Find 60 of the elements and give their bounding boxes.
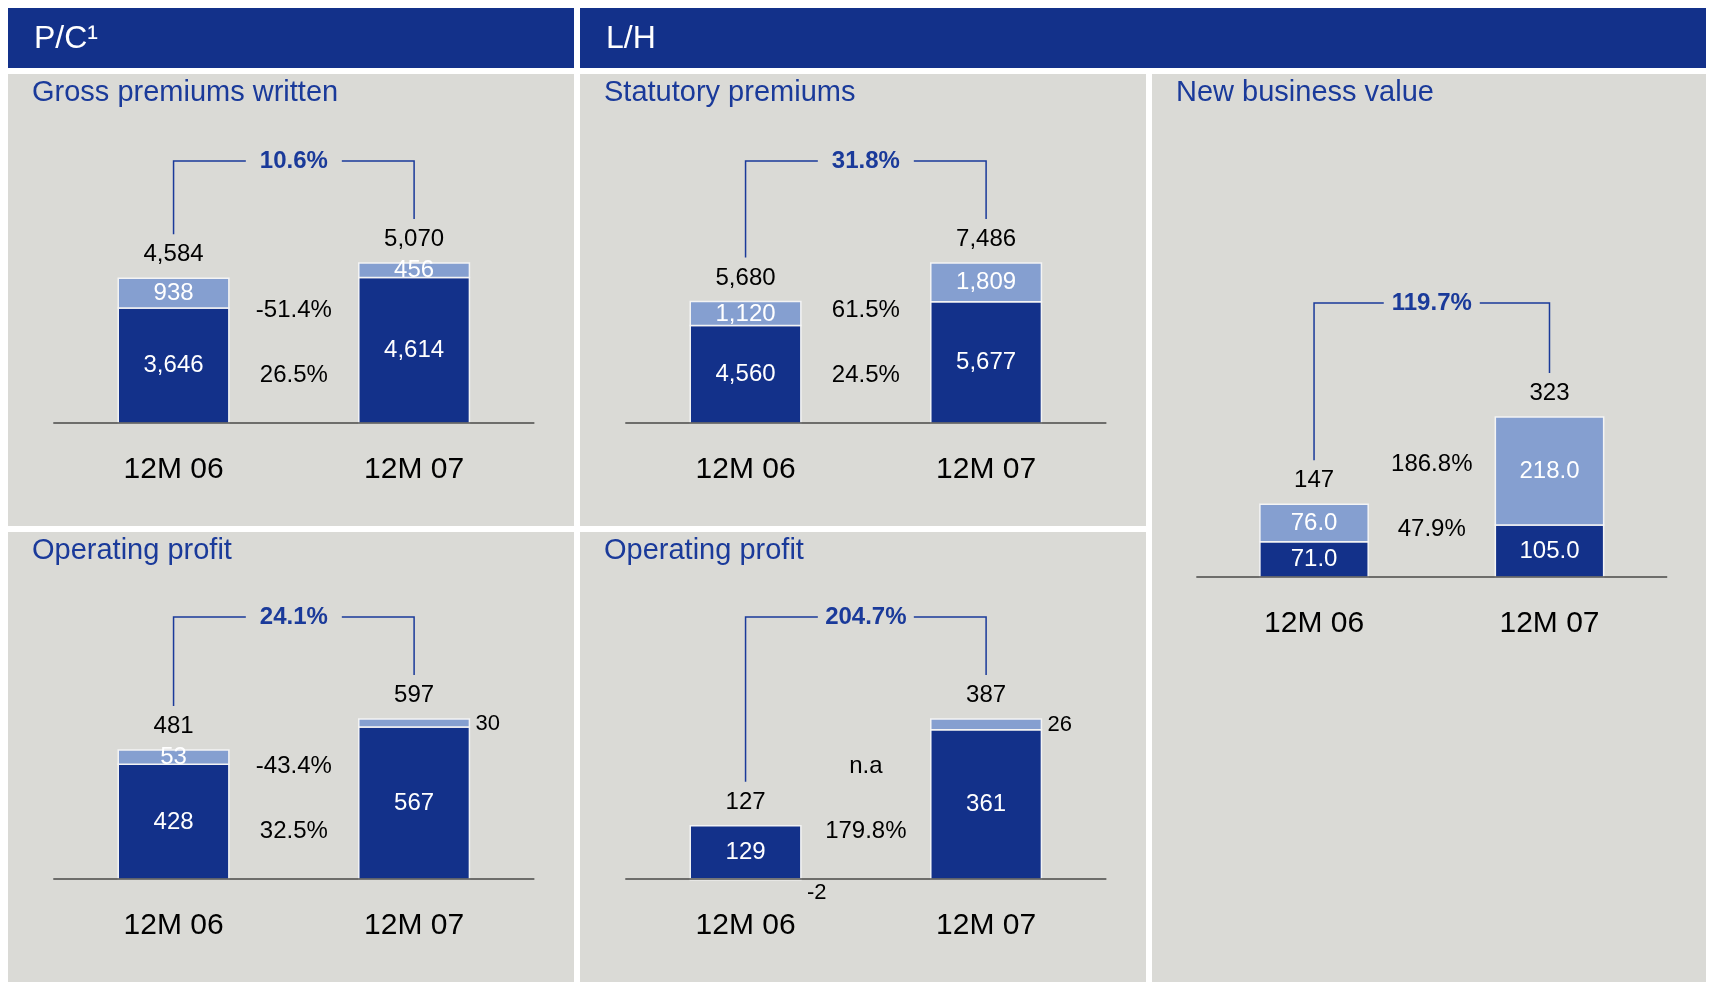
data-label: 567 <box>394 788 435 816</box>
x-tick-label: 12M 06 <box>1264 605 1365 638</box>
text: L/H <box>606 19 656 55</box>
total-label: 147 <box>1294 465 1335 493</box>
x-tick-label: 12M 07 <box>936 907 1037 940</box>
total-label: 387 <box>966 680 1007 707</box>
data-label: 218.0 <box>1519 455 1580 483</box>
chart-title: Statutory premiums <box>604 75 856 107</box>
data-label: 4,560 <box>715 359 776 387</box>
total-label: 481 <box>153 711 194 739</box>
data-label: 1,120 <box>715 298 776 326</box>
data-label: 71.0 <box>1290 544 1338 572</box>
x-tick-label: 12M 06 <box>123 451 224 484</box>
data-label: 76.0 <box>1290 508 1338 536</box>
x-tick-label: 12M 06 <box>695 451 796 484</box>
data-label: 129 <box>725 837 766 865</box>
data-label: 361 <box>966 789 1007 817</box>
annotation: 179.8% <box>825 816 907 843</box>
total-label: 127 <box>725 786 766 814</box>
data-label: 105.0 <box>1519 535 1580 563</box>
annotation: 61.5% <box>831 295 900 322</box>
text: 119.7% <box>1391 288 1472 315</box>
data-label: 1,809 <box>956 267 1017 295</box>
annotation: 26.5% <box>259 360 328 387</box>
text: 204.7% <box>825 602 907 629</box>
annotation: -43.4% <box>255 751 332 778</box>
text: 24.1% <box>259 602 328 629</box>
annotation: 186.8% <box>1391 449 1473 476</box>
annotation: n.a <box>849 751 884 778</box>
text: 10.6% <box>259 146 328 173</box>
x-tick-label: 12M 06 <box>123 907 224 940</box>
annotation: 32.5% <box>259 816 328 843</box>
data-label: 30 <box>475 710 500 736</box>
data-label: 428 <box>153 806 194 834</box>
x-tick-label: 12M 07 <box>364 451 465 484</box>
chart-title: Operating profit <box>32 533 232 565</box>
data-label: 4,614 <box>384 335 445 363</box>
total-label: 5,680 <box>715 262 776 290</box>
annotation: 24.5% <box>831 360 900 387</box>
chart-title: Operating profit <box>604 533 804 565</box>
x-tick-label: 12M 07 <box>936 451 1037 484</box>
annotation: -51.4% <box>255 295 332 322</box>
text: P/C¹ <box>34 19 98 55</box>
total-label: 5,070 <box>384 224 445 251</box>
data-label: 26 <box>1047 711 1072 737</box>
data-label: 938 <box>153 278 194 306</box>
total-label: 4,584 <box>143 239 204 267</box>
data-label: 3,646 <box>143 350 204 378</box>
x-tick-label: 12M 07 <box>1499 605 1600 638</box>
x-tick-label: 12M 07 <box>364 907 465 940</box>
total-label: 7,486 <box>956 224 1017 251</box>
total-label: 323 <box>1529 378 1570 405</box>
data-label: 5,677 <box>956 347 1017 375</box>
chart-title: Gross premiums written <box>32 75 339 107</box>
annotation: 47.9% <box>1397 514 1466 541</box>
chart-title: New business value <box>1176 75 1434 107</box>
x-tick-label: 12M 06 <box>695 907 796 940</box>
total-label: 597 <box>394 680 435 707</box>
data-label: -2 <box>806 879 827 905</box>
text: 31.8% <box>831 146 900 173</box>
